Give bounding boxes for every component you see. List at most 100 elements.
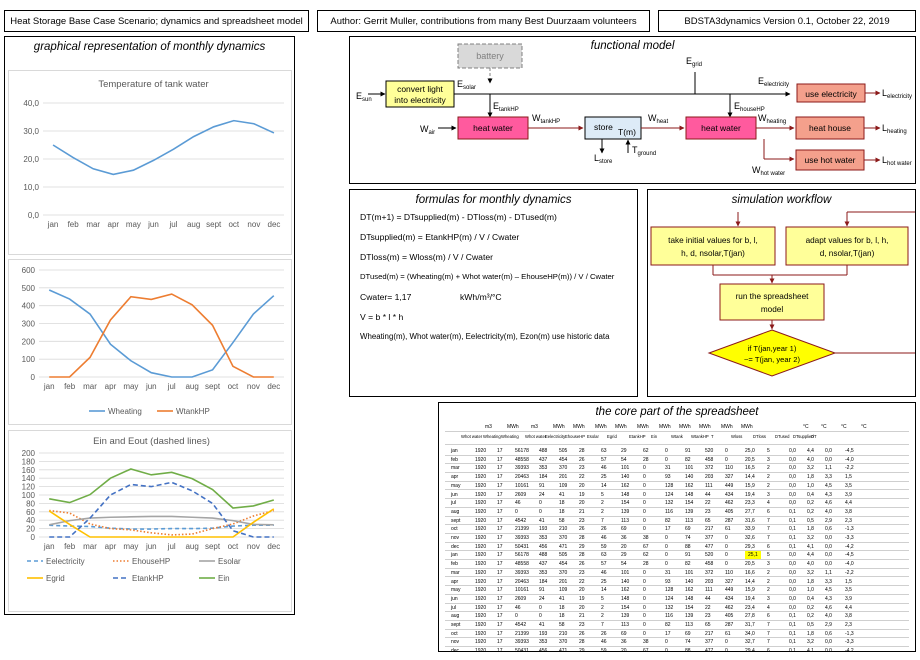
sheet-cell: 0: [643, 578, 646, 585]
sheet-cell: 0,0: [825, 552, 832, 559]
series-line-Eelectricity: [49, 524, 274, 530]
sheet-cell: 20,5: [745, 456, 755, 463]
sheet-cell: 17: [497, 630, 503, 637]
sheet-cell: 20: [621, 543, 627, 550]
sheet-cell: 353: [539, 639, 548, 646]
sheet-cell: 0: [643, 587, 646, 594]
y-tick-label: 120: [22, 483, 36, 492]
sheet-cell: 1,1: [825, 569, 832, 576]
sheet-cell: 193: [539, 630, 548, 637]
sheet-units-row: m3 MWh m3 MWh MWh MWh MWh MWh MWh MWh MWh MWh MWh °C °…: [445, 423, 909, 432]
sheet-cell: 327: [725, 578, 734, 585]
x-tick-label: aug: [185, 382, 198, 391]
sheet-cell: 0,1: [789, 526, 796, 533]
sheet-cell: 31: [665, 465, 671, 472]
sheet-cell: 111: [705, 482, 713, 489]
sheet-unit: m3: [485, 424, 492, 430]
sheet-cell: 19: [579, 491, 585, 498]
sheet-col-header: DTloss: [753, 434, 767, 439]
x-tick-label: jun: [145, 382, 157, 391]
run-model-node: [719, 283, 825, 321]
sheet-cell: 7: [767, 517, 770, 524]
sheet-cell: 28: [579, 448, 585, 454]
sheet-cell: 405: [725, 613, 734, 620]
sheet-cell: 38: [643, 639, 649, 646]
sheet-cell: 88: [685, 543, 691, 550]
sheet-cell: apr: [451, 474, 459, 481]
sheet-cell: 203: [705, 474, 714, 481]
sheet-cell: 3,8: [845, 613, 852, 620]
sheet-cell: 26: [579, 456, 585, 463]
sheet-unit: MWh: [659, 424, 671, 430]
sheet-cell: 1920: [475, 500, 487, 507]
sheet-cell: nov: [451, 639, 460, 646]
sheet-cell: 0: [643, 630, 646, 637]
sheet-cell: 58: [559, 622, 565, 628]
formulas-panel: formulas for monthly dynamics DT(m+1) = …: [349, 189, 638, 397]
x-tick-label: may: [126, 220, 141, 229]
sheet-cell: 0,1: [789, 630, 796, 637]
esolar-label: Esolar: [457, 79, 476, 91]
sheet-row: sept 1920 17 4542 41 58 23 7 113 0 82 113 65 287 31,6 7…: [445, 517, 909, 526]
sheet-cell: 193: [539, 526, 548, 533]
sheet-cell: 0,2: [807, 613, 814, 620]
sheet-cell: 1,8: [807, 630, 814, 637]
sheet-cell: 14: [601, 482, 607, 489]
sheet-cell: 44: [705, 491, 711, 498]
sheet-cell: 50431: [515, 543, 529, 550]
y-tick-label: 180: [22, 457, 36, 466]
header-title: Heat Storage Base Case Scenario; dynamic…: [10, 15, 303, 27]
sheet-row: oct 1920 17 21399 193 210 26 26 69 0 17 69 217 61 34,0…: [445, 630, 909, 639]
sheet-cell: 1,5: [845, 474, 852, 481]
sheet-cell: mar: [451, 465, 460, 472]
sheet-cell: 1,8: [807, 578, 814, 585]
sheet-cell: 0,0: [825, 639, 832, 646]
sheet-cell: -4,0: [845, 456, 854, 463]
sheet-cell: 93: [665, 578, 671, 585]
sheet-cell: 287: [725, 622, 734, 628]
sheet-cell: -4,5: [845, 448, 854, 454]
sheet-cell: 23: [579, 622, 585, 628]
tground-label: Tground: [632, 145, 656, 157]
sheet-cell: 1,1: [825, 465, 832, 472]
sheet-cell: 88: [685, 648, 691, 652]
sheet-cell: 16,6: [745, 569, 755, 576]
sheet-cell: 25: [601, 578, 607, 585]
lstore-label: Lstore: [594, 153, 613, 165]
sheet-cell: 1920: [475, 648, 487, 652]
chart-energy-box: Ein and Eout (dashed lines) 0 20 40 60 80 100 1…: [8, 430, 292, 612]
x-tick-label: mar: [86, 220, 100, 229]
sheet-cell: 0,0: [789, 491, 796, 498]
sheet-cell: 91: [539, 482, 545, 489]
sheet-cell: 201: [559, 474, 568, 481]
sheet-cell: -3,3: [845, 535, 854, 541]
sheet-unit: MWh: [595, 424, 607, 430]
x-tick-label: feb: [64, 382, 76, 391]
sheet-cell: 62: [643, 552, 649, 559]
sheet-cell: 17: [497, 561, 503, 568]
sheet-cell: 17: [497, 474, 503, 481]
sheet-cell: 26: [579, 526, 585, 533]
sheet-cell: 17: [497, 587, 503, 594]
sheet-cell: 15,9: [745, 587, 755, 594]
sheet-unit: MWh: [573, 424, 585, 430]
sheet-row: jul 1920 17 46 0 18 20 2 154 0 132 154 22 462 23,4 4 0,0…: [445, 604, 909, 613]
sheet-cell: 1920: [475, 474, 487, 481]
sheet-cell: 0: [665, 561, 668, 568]
x-tick-label: aug: [187, 220, 200, 229]
x-tick-label: nov: [247, 382, 260, 391]
sheet-cell: 29: [621, 448, 627, 454]
sheet-cell: 4,6: [825, 500, 832, 507]
sheet-cell: 1,5: [845, 578, 852, 585]
sheet-cell: 140: [685, 578, 694, 585]
use-hot-water-label: use hot water: [804, 155, 855, 165]
sheet-cell: oct: [451, 630, 458, 637]
sheet-cell: 17: [665, 630, 671, 637]
x-tick-label: aug: [185, 542, 198, 551]
sheet-cell: 4: [767, 604, 770, 611]
y-tick-label: 20: [26, 525, 35, 534]
sheet-cell: 41: [539, 517, 545, 524]
sheet-cell: 3,8: [845, 508, 852, 515]
sheet-cell: 0: [539, 508, 542, 515]
sheet-cell: 4,0: [807, 561, 814, 568]
